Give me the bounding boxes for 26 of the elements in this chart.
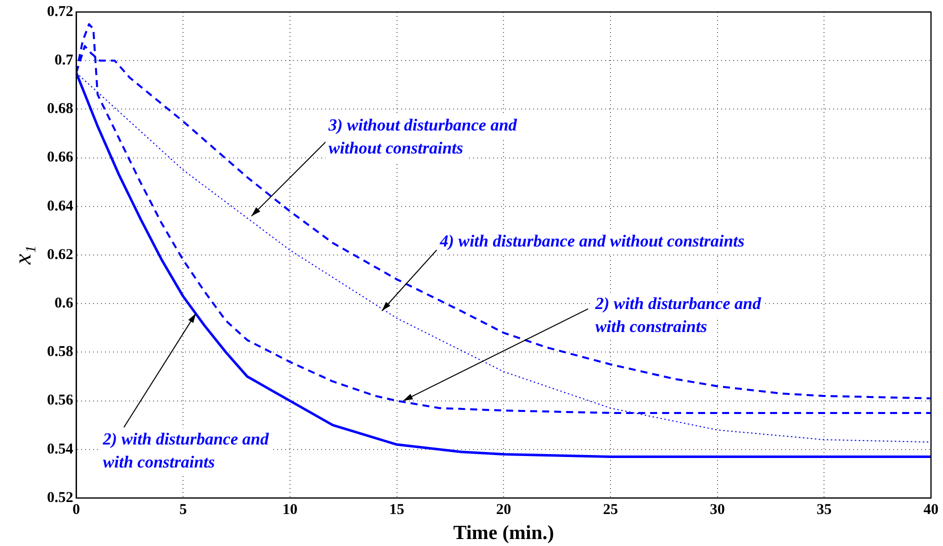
y-tick-label: 0.58 — [47, 344, 74, 360]
x-tick-label: 40 — [924, 502, 938, 518]
x-tick-label: 30 — [710, 502, 725, 518]
y-tick-label: 0.54 — [47, 441, 74, 458]
annotation: 2) with disturbance and with constraints — [594, 294, 762, 336]
y-tick-label: 0.52 — [47, 490, 74, 506]
y-tick-label: 0.7 — [54, 52, 74, 68]
y-axis-title: x₁ — [10, 246, 37, 266]
y-tick-label: 0.64 — [47, 198, 74, 214]
y-tick-label: 0.56 — [47, 392, 74, 409]
y-tick-label: 0.66 — [47, 150, 74, 166]
y-tick-label: 0.62 — [47, 246, 74, 263]
x-tick-label: 0 — [72, 502, 80, 518]
x-tick-label: 5 — [179, 502, 187, 518]
y-tick-label: 0.6 — [54, 295, 74, 312]
x-tick-label: 35 — [816, 502, 832, 518]
x-tick-label: 15 — [389, 502, 404, 518]
x-tick-label: 20 — [496, 502, 512, 518]
x-axis-title: Time (min.) — [453, 522, 554, 544]
y-tick-label: 0.68 — [47, 101, 74, 118]
annotation: 2) with disturbance and with constraints — [102, 430, 270, 472]
y-tick-label: 0.72 — [47, 4, 74, 20]
x-tick-label: 10 — [282, 502, 298, 518]
x-tick-label: 25 — [602, 502, 618, 518]
annotation: 3) without disturbance and without constraints — [327, 116, 518, 158]
annotation: 4) with disturbance and without constraints — [438, 231, 745, 250]
